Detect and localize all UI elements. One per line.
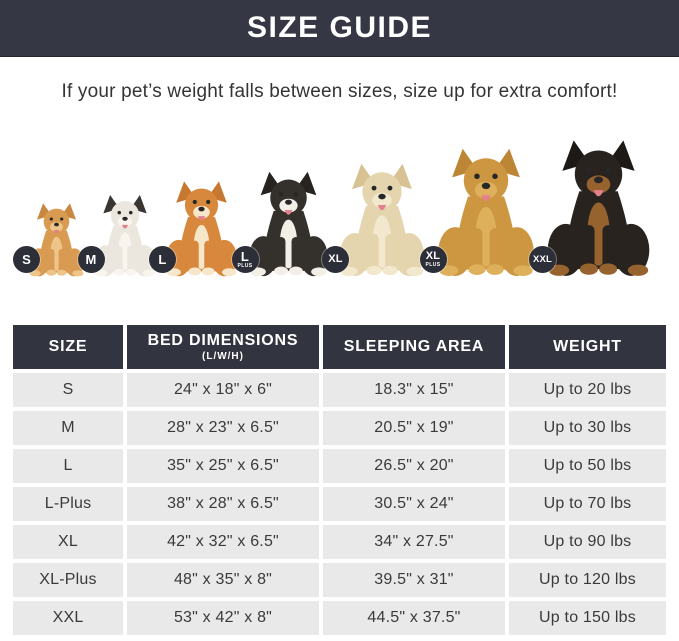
cell-weight: Up to 150 lbs	[509, 601, 666, 635]
page-title: SIZE GUIDE	[246, 11, 433, 44]
cell-sleeping-area: 26.5" x 20"	[323, 449, 505, 483]
cell-bed-dimensions: 42" x 32" x 6.5"	[127, 525, 319, 559]
size-badge-label: XL	[425, 250, 441, 262]
cell-sleeping-area: 20.5" x 19"	[323, 411, 505, 445]
cell-size: XXL	[13, 601, 123, 635]
column-header-label: BED DIMENSIONS	[147, 332, 299, 349]
dog-figure-xxl: XXL	[529, 137, 655, 277]
column-header-weight: WEIGHT	[509, 325, 666, 369]
size-badge-label: M	[85, 252, 97, 267]
column-header-label: SIZE	[48, 338, 88, 355]
table-row-m: M 28" x 23" x 6.5" 20.5" x 19" Up to 30 …	[13, 411, 666, 445]
cell-weight: Up to 120 lbs	[509, 563, 666, 597]
size-badge-xl: XL	[322, 246, 349, 273]
dog-figure-l: L	[149, 179, 241, 277]
table-row-xl-plus: XL-Plus 48" x 35" x 8" 39.5" x 31" Up to…	[13, 563, 666, 597]
labrador-dog-icon	[335, 161, 429, 277]
size-badge-xl-plus: XL PLUS	[419, 246, 447, 273]
dog-figure-xl-plus: XL PLUS	[419, 145, 539, 277]
dog-figure-l-plus: L PLUS	[231, 169, 332, 277]
cell-bed-dimensions: 38" x 28" x 6.5"	[127, 487, 319, 521]
golden-retriever-dog-icon	[433, 145, 539, 277]
size-badge-label: S	[22, 252, 31, 267]
table-row-xl: XL 42" x 32" x 6.5" 34" x 27.5" Up to 90…	[13, 525, 666, 559]
table-header-row: SIZE BED DIMENSIONS (L/W/H) SLEEPING ARE…	[13, 325, 666, 369]
pomeranian-dog-icon	[26, 201, 87, 277]
cell-weight: Up to 30 lbs	[509, 411, 666, 445]
shiba-inu-dog-icon	[162, 179, 241, 277]
table-row-l-plus: L-Plus 38" x 28" x 6.5" 30.5" x 24" Up t…	[13, 487, 666, 521]
size-badge-label: XL	[328, 253, 343, 265]
column-header-size: SIZE	[13, 325, 123, 369]
dog-figure-s: S	[13, 201, 87, 277]
size-badge-l-plus: L PLUS	[231, 246, 259, 273]
cell-size: XL-Plus	[13, 563, 123, 597]
cell-size: L	[13, 449, 123, 483]
size-badge-xxl: XXL	[529, 246, 556, 273]
size-badge-m: M	[77, 246, 105, 273]
cell-sleeping-area: 18.3" x 15"	[323, 373, 505, 407]
column-header-sleeping-area: SLEEPING AREA	[323, 325, 505, 369]
cell-bed-dimensions: 53" x 42" x 8"	[127, 601, 319, 635]
column-header-label: WEIGHT	[553, 338, 622, 355]
size-table: SIZE BED DIMENSIONS (L/W/H) SLEEPING ARE…	[9, 321, 670, 639]
column-header-subtext: (L/W/H)	[202, 351, 244, 362]
column-header-bed-dimensions: BED DIMENSIONS (L/W/H)	[127, 325, 319, 369]
cell-bed-dimensions: 35" x 25" x 6.5"	[127, 449, 319, 483]
cell-bed-dimensions: 28" x 23" x 6.5"	[127, 411, 319, 445]
size-badge-label: XXL	[532, 253, 553, 265]
cell-sleeping-area: 34" x 27.5"	[323, 525, 505, 559]
cell-size: XL	[13, 525, 123, 559]
table-row-l: L 35" x 25" x 6.5" 26.5" x 20" Up to 50 …	[13, 449, 666, 483]
french-bulldog-dog-icon	[91, 193, 159, 277]
border-collie-dog-icon	[245, 169, 332, 277]
cell-bed-dimensions: 48" x 35" x 8"	[127, 563, 319, 597]
subtitle: If your pet’s weight falls between sizes…	[61, 81, 618, 102]
cell-sleeping-area: 30.5" x 24"	[323, 487, 505, 521]
cell-weight: Up to 50 lbs	[509, 449, 666, 483]
doberman-dog-icon	[542, 137, 655, 277]
cell-size: M	[13, 411, 123, 445]
size-badge-s: S	[13, 246, 40, 273]
dog-figure-m: M	[77, 193, 159, 277]
dog-figure-xl: XL	[322, 161, 429, 277]
table-row-s: S 24" x 18" x 6" 18.3" x 15" Up to 20 lb…	[13, 373, 666, 407]
cell-size: S	[13, 373, 123, 407]
dogs-row: S M	[13, 117, 655, 277]
cell-weight: Up to 20 lbs	[509, 373, 666, 407]
page-header: SIZE GUIDE	[0, 0, 679, 57]
size-badge-sublabel: PLUS	[237, 263, 253, 269]
cell-weight: Up to 70 lbs	[509, 487, 666, 521]
cell-size: L-Plus	[13, 487, 123, 521]
cell-weight: Up to 90 lbs	[509, 525, 666, 559]
size-badge-label: L	[240, 249, 250, 264]
size-badge-label: L	[158, 252, 167, 267]
size-badge-sublabel: PLUS	[425, 262, 441, 268]
cell-sleeping-area: 39.5" x 31"	[323, 563, 505, 597]
size-badge-l: L	[149, 246, 176, 273]
cell-sleeping-area: 44.5" x 37.5"	[323, 601, 505, 635]
table-row-xxl: XXL 53" x 42" x 8" 44.5" x 37.5" Up to 1…	[13, 601, 666, 635]
column-header-label: SLEEPING AREA	[343, 338, 485, 355]
cell-bed-dimensions: 24" x 18" x 6"	[127, 373, 319, 407]
